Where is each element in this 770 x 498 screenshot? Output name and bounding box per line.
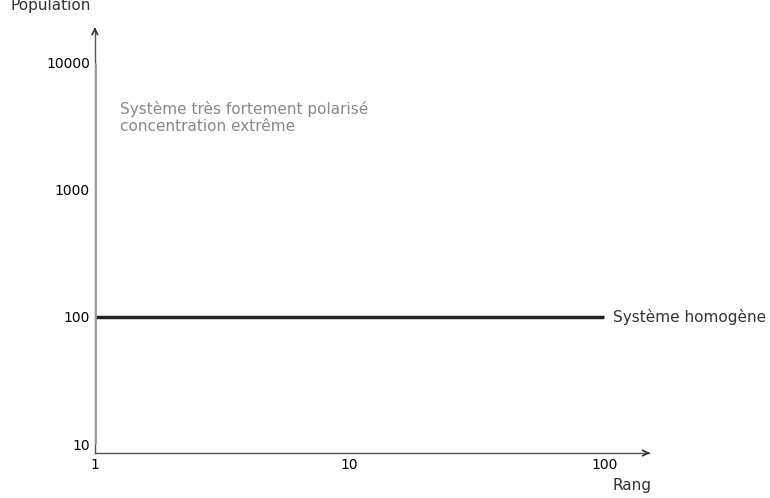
Text: Système très fortement polarisé
concentration extrême: Système très fortement polarisé concentr…: [119, 101, 368, 134]
Text: Système homogène: Système homogène: [613, 309, 766, 325]
Y-axis label: Population: Population: [10, 0, 91, 13]
X-axis label: Rang: Rang: [613, 479, 652, 494]
